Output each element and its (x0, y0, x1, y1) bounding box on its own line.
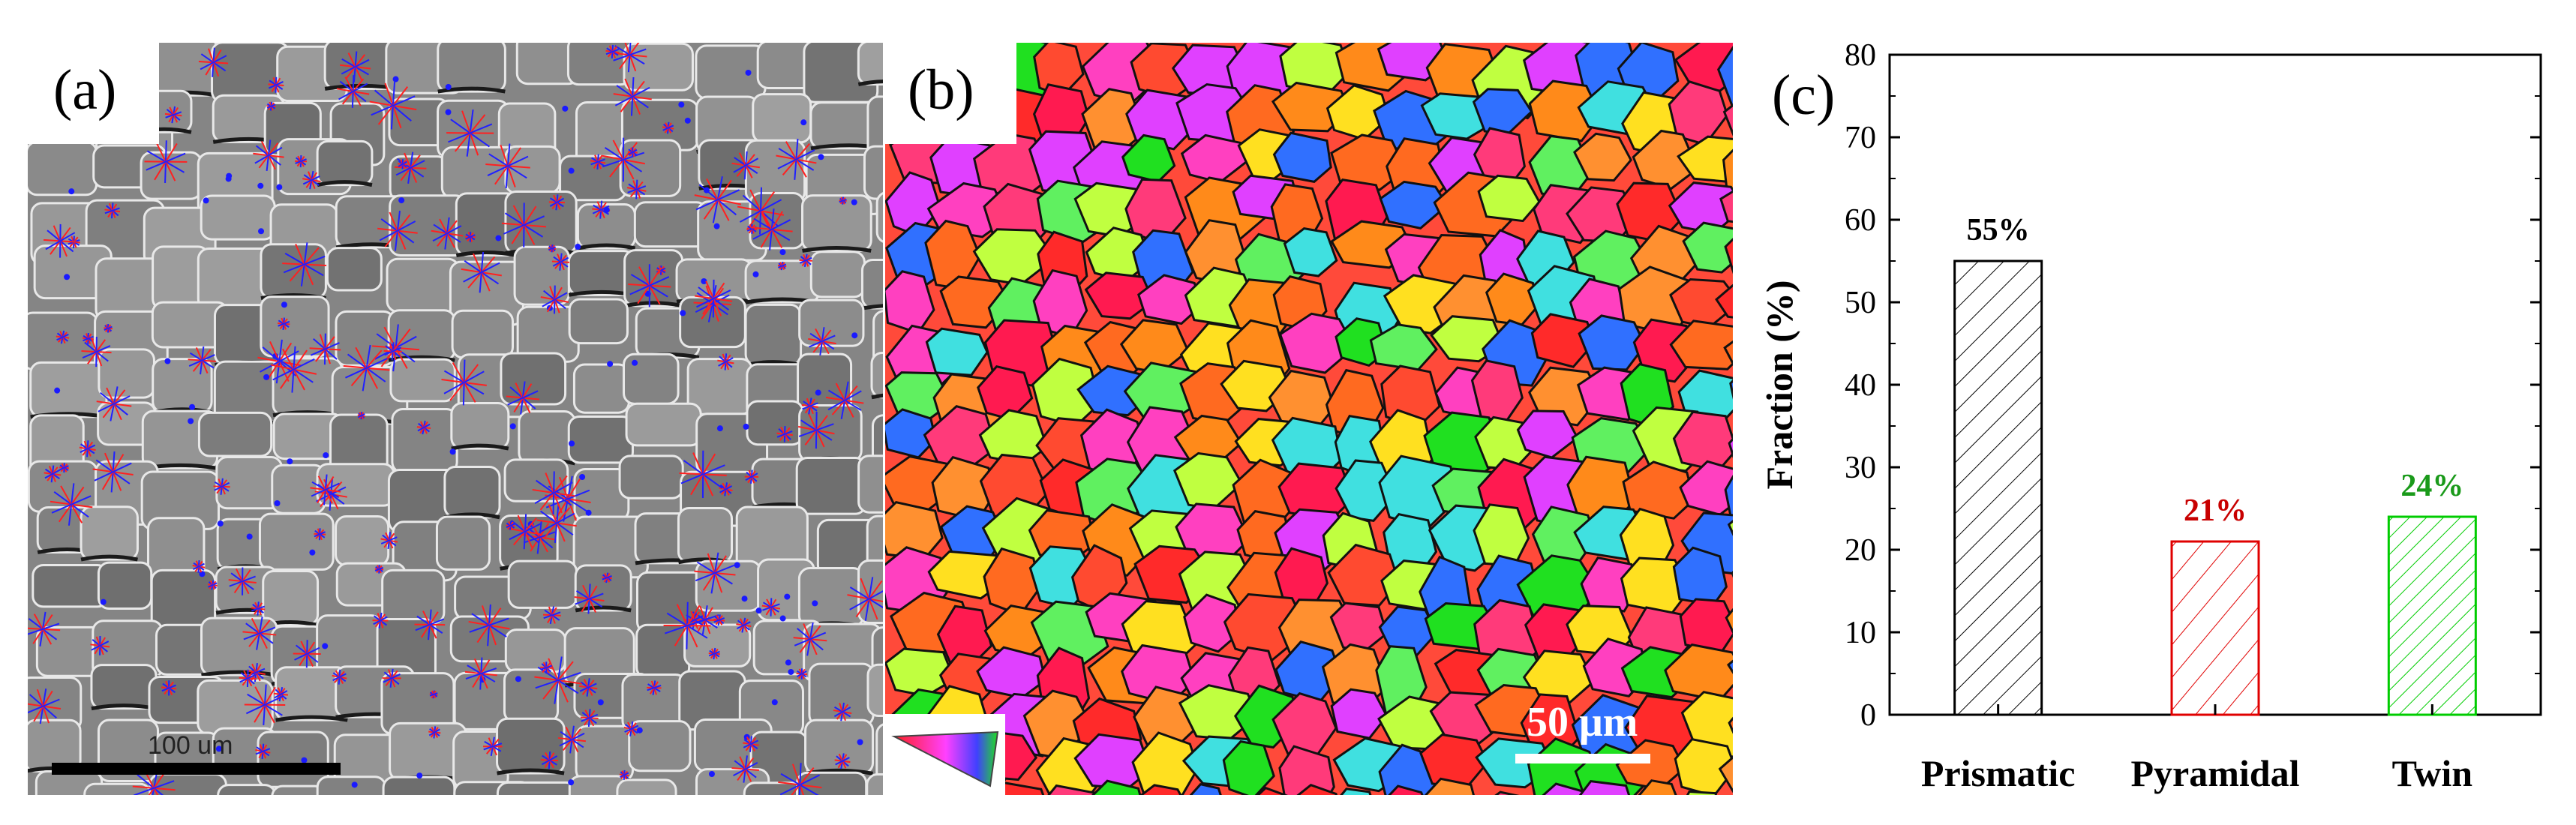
sem-grain-texture (28, 43, 883, 795)
data-label-prismatic: 55% (1967, 213, 2030, 248)
y-tick-label: 40 (1845, 368, 1876, 403)
bar-prismatic (1953, 260, 2043, 716)
fraction-bar-chart: 0 10 20 30 40 50 60 70 80 Fraction (%) 55% Prismati… (1758, 38, 2542, 794)
ipf-legend (885, 714, 1005, 795)
x-tick-label-prismatic: Prismatic (1921, 752, 2075, 794)
panel-b-label: (b) (908, 58, 974, 122)
x-tick-label-pyramidal: Pyramidal (2131, 752, 2300, 794)
data-label-pyramidal: 21% (2184, 494, 2247, 528)
scale-bar-a (52, 763, 341, 775)
sem-micrograph-image (28, 43, 883, 795)
scale-bar-a-text: 100 um (148, 731, 233, 760)
y-tick-label: 20 (1845, 533, 1876, 568)
y-tick-label: 60 (1845, 203, 1876, 238)
ebsd-orientation-map (885, 43, 1733, 795)
scale-bar-b (1515, 754, 1650, 764)
scale-bar-b-text: 50 μm (1527, 699, 1638, 746)
ebsd-grains (885, 43, 1733, 795)
slip-trace-markers (28, 43, 883, 795)
panel-a-label: (a) (53, 58, 117, 122)
panel-b-label-box (885, 43, 1016, 144)
y-axis-label: Fraction (%) (1758, 280, 1800, 489)
panel-a-label-box (28, 43, 159, 144)
y-tick-label: 50 (1845, 286, 1876, 320)
data-label-twin: 24% (2400, 469, 2463, 503)
bar-twin (2387, 515, 2477, 716)
panel-c-label: (c) (1772, 64, 1835, 127)
ebsd-map-panel: (b) 50 μm (885, 43, 1733, 795)
y-tick-label: 0 (1860, 698, 1876, 733)
y-tick-label: 80 (1845, 38, 1876, 73)
y-tick-label: 30 (1845, 451, 1876, 485)
sem-micrograph-panel: (a) 100 um (28, 43, 883, 795)
y-tick-label: 10 (1845, 616, 1876, 650)
y-tick-label: 70 (1845, 121, 1876, 155)
ipf-triangle-icon (891, 730, 999, 788)
x-tick-label-twin: Twin (2392, 752, 2473, 794)
bar-pyramidal (2170, 540, 2260, 716)
